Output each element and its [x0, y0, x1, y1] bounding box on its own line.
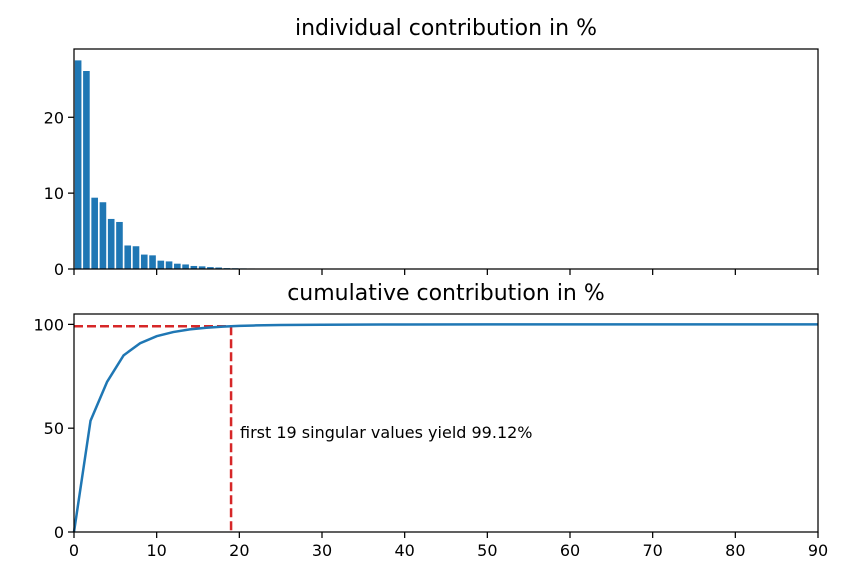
bar	[124, 245, 132, 269]
top-y-axis: 0 10 20	[44, 108, 74, 279]
y-tick-label: 10	[44, 184, 64, 203]
x-tick-label: 50	[477, 541, 497, 560]
top-chart-title: individual contribution in %	[295, 16, 597, 41]
bar	[190, 265, 198, 269]
bar	[116, 221, 123, 269]
bar	[91, 197, 98, 269]
bar	[198, 266, 206, 269]
bar	[174, 263, 181, 269]
x-tick-label: 10	[146, 541, 166, 560]
y-tick-label: 0	[54, 260, 64, 279]
bar	[207, 267, 214, 269]
cumulative-contribution-chart: cumulative contribution in % 0 50 100 0 10 2…	[33, 281, 828, 560]
bar	[149, 255, 156, 269]
bar	[132, 246, 140, 269]
top-x-axis	[73, 269, 819, 275]
x-tick-label: 60	[560, 541, 580, 560]
x-tick-label: 20	[229, 541, 249, 560]
x-tick-label: 80	[725, 541, 745, 560]
bar	[74, 60, 82, 270]
top-plot-frame	[73, 48, 819, 270]
bottom-x-axis: 0 10 20 30 40 50 60 70 80 90	[69, 532, 828, 560]
x-tick-label: 30	[312, 541, 332, 560]
bar	[107, 218, 115, 269]
bar	[83, 71, 90, 269]
x-tick-label: 40	[394, 541, 414, 560]
x-tick-label: 90	[808, 541, 828, 560]
bar	[140, 254, 148, 269]
threshold-annotation: first 19 singular values yield 99.12%	[240, 423, 533, 442]
top-bars-group	[74, 60, 322, 270]
cumulative-line	[72, 323, 818, 533]
y-tick-label: 100	[33, 315, 64, 334]
x-tick-label: 70	[642, 541, 662, 560]
bar	[215, 267, 222, 269]
bar	[157, 260, 165, 269]
y-tick-label: 0	[54, 523, 64, 542]
threshold-lines	[74, 324, 233, 532]
bar	[182, 264, 189, 269]
bar	[99, 202, 107, 269]
individual-contribution-chart: individual contribution in % 0 10 20	[44, 16, 819, 279]
bottom-y-axis: 0 50 100	[33, 315, 74, 542]
y-tick-label: 20	[44, 108, 64, 127]
x-tick-label: 0	[69, 541, 79, 560]
bar	[165, 261, 173, 269]
bottom-chart-title: cumulative contribution in %	[287, 281, 605, 306]
y-tick-label: 50	[44, 419, 64, 438]
bottom-plot-frame	[73, 313, 819, 533]
